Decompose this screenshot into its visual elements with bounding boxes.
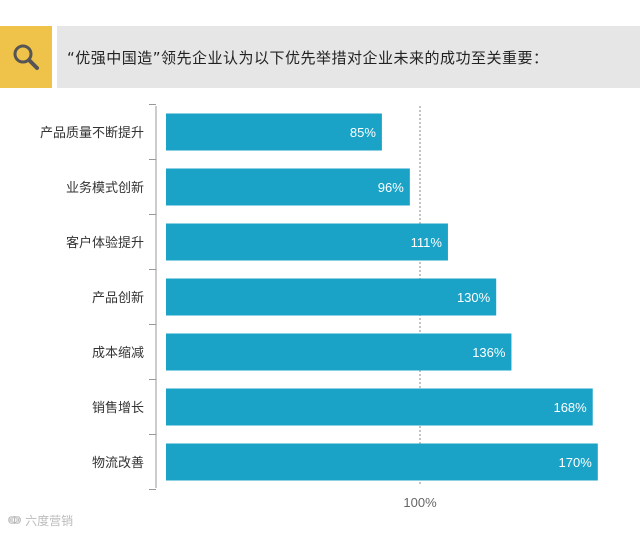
search-icon	[13, 44, 39, 70]
bar	[166, 333, 512, 371]
watermark: ↈ 六度营销	[8, 512, 73, 529]
category-label: 产品创新	[92, 290, 144, 306]
category-label: 物流改善	[92, 455, 144, 471]
bar	[166, 278, 497, 316]
category-label: 产品质量不断提升	[40, 125, 144, 141]
bar-value-label: 130%	[457, 290, 491, 305]
chart-header: “优强中国造”领先企业认为以下优先举措对企业未来的成功至关重要：	[0, 26, 640, 88]
bar	[166, 168, 410, 206]
bar	[166, 223, 448, 261]
chart-title: “优强中国造”领先企业认为以下优先举措对企业未来的成功至关重要：	[57, 26, 640, 88]
bar-value-label: 136%	[472, 345, 506, 360]
bar-value-label: 168%	[553, 400, 587, 415]
bar	[166, 113, 382, 151]
category-label: 成本缩减	[92, 345, 144, 361]
bar-value-label: 170%	[559, 455, 593, 470]
bar	[166, 443, 598, 481]
category-label: 业务模式创新	[66, 180, 144, 196]
category-label: 销售增长	[92, 400, 144, 416]
reference-line-label: 100%	[403, 495, 437, 510]
icon-box	[0, 26, 52, 88]
bar-value-label: 96%	[378, 180, 404, 195]
bar-value-label: 85%	[350, 125, 376, 140]
category-label: 客户体验提升	[66, 235, 144, 251]
watermark-text: 六度营销	[25, 514, 74, 528]
bar-value-label: 111%	[411, 235, 443, 250]
watermark-logo-icon: ↈ	[8, 513, 22, 527]
bar	[166, 388, 593, 426]
